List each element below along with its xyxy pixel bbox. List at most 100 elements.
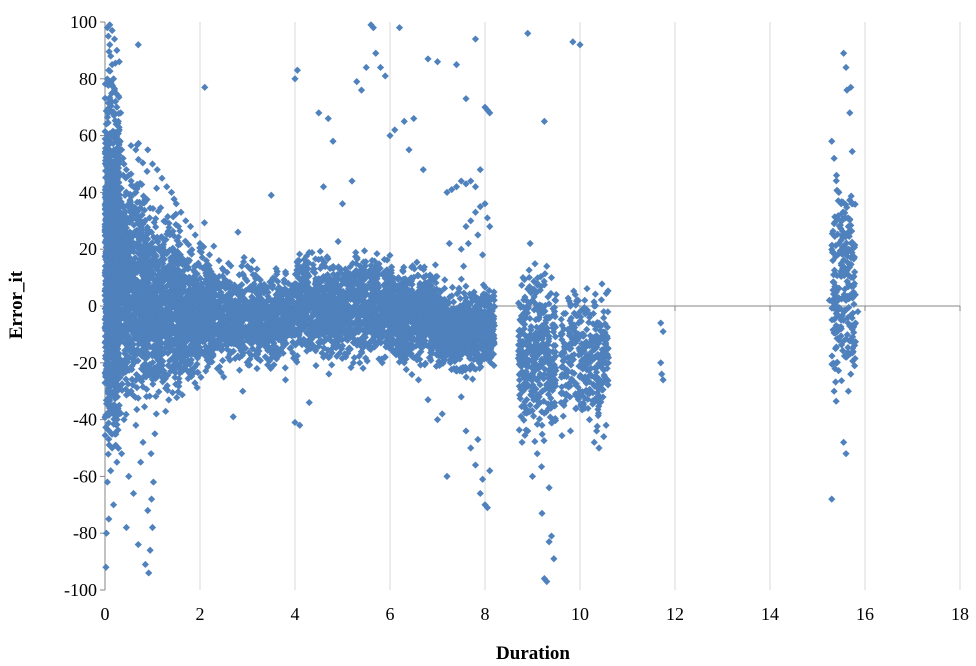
scatter-point [127, 141, 135, 150]
scatter-point [103, 280, 111, 288]
scatter-point [104, 145, 112, 153]
scatter-point [112, 157, 120, 166]
scatter-point [312, 362, 320, 370]
scatter-point [112, 151, 121, 159]
scatter-point [112, 161, 120, 169]
scatter-point [118, 380, 126, 388]
scatter-point [106, 353, 114, 361]
scatter-point [116, 373, 124, 382]
scatter-point [101, 287, 109, 295]
scatter-point [132, 334, 140, 342]
scatter-point [112, 166, 120, 174]
scatter-point [102, 396, 110, 404]
scatter-point [248, 256, 257, 265]
scatter-point [108, 188, 116, 197]
scatter-point [127, 193, 135, 201]
scatter-point [104, 139, 112, 147]
scatter-point [114, 404, 122, 413]
scatter-point [103, 256, 111, 265]
scatter-point [104, 119, 112, 127]
scatter-point [101, 94, 109, 102]
scatter-point [129, 286, 137, 294]
scatter-point [113, 421, 121, 429]
scatter-point [240, 253, 248, 262]
scatter-point [127, 204, 135, 212]
scatter-point [124, 380, 132, 388]
scatter-point [101, 379, 109, 387]
scatter-point [140, 403, 149, 411]
scatter-point [101, 225, 109, 233]
scatter-point [106, 307, 115, 315]
scatter-point [162, 407, 170, 415]
scatter-point [165, 396, 173, 404]
scatter-point [105, 407, 113, 415]
scatter-point [105, 441, 113, 449]
scatter-point [101, 160, 109, 168]
scatter-point [113, 385, 121, 393]
scatter-point [121, 255, 129, 263]
scatter-point [104, 229, 112, 237]
scatter-point [111, 392, 120, 400]
scatter-point [101, 325, 109, 333]
scatter-point [112, 380, 120, 389]
scatter-point [121, 292, 130, 300]
scatter-point [109, 139, 117, 148]
scatter-point [109, 173, 117, 182]
scatter-point [103, 75, 111, 83]
scatter-point [143, 167, 151, 175]
scatter-point [200, 219, 209, 227]
scatter-point [106, 276, 114, 285]
scatter-point [131, 287, 139, 295]
scatter-point [126, 286, 134, 294]
scatter-point [152, 184, 161, 192]
scatter-point [112, 411, 120, 419]
scatter-point [107, 250, 115, 258]
scatter-point [117, 306, 125, 314]
scatter-point [106, 297, 114, 305]
scatter-point [135, 325, 143, 333]
scatter-point [107, 322, 116, 330]
scatter-point [101, 431, 109, 439]
scatter-point [106, 180, 114, 188]
scatter-point [110, 332, 119, 341]
scatter-point [105, 368, 113, 376]
scatter-point [104, 195, 113, 203]
scatter-point [106, 272, 114, 281]
scatter-point [117, 184, 125, 192]
scatter-point [133, 405, 141, 414]
scatter-point [130, 221, 138, 229]
scatter-point [105, 341, 113, 349]
scatter-point [105, 426, 113, 435]
scatter-point [114, 444, 123, 452]
scatter-point [106, 335, 114, 343]
scatter-point [105, 264, 113, 272]
scatter-point [137, 204, 145, 213]
scatter-point [103, 216, 111, 224]
scatter-point [105, 268, 113, 276]
scatter-point [102, 266, 110, 274]
scatter-point [108, 380, 116, 388]
scatter-point [139, 159, 147, 167]
scatter-point [111, 117, 119, 125]
scatter-point [106, 313, 115, 321]
scatter-point [110, 387, 119, 395]
scatter-point [110, 288, 119, 296]
scatter-point [105, 435, 113, 443]
scatter-point [104, 286, 112, 294]
scatter-point [103, 204, 112, 212]
scatter-point [104, 304, 112, 312]
scatter-point [111, 376, 119, 384]
scatter-point [110, 109, 118, 118]
scatter-point [134, 394, 142, 402]
scatter-point [112, 441, 120, 449]
scatter-point [108, 389, 117, 398]
scatter-point [107, 132, 116, 141]
scatter-point [106, 363, 114, 372]
scatter-point [104, 450, 112, 458]
scatter-point [104, 379, 113, 387]
scatter-point [111, 369, 119, 377]
scatter-point [105, 159, 113, 167]
scatter-point [133, 198, 141, 206]
